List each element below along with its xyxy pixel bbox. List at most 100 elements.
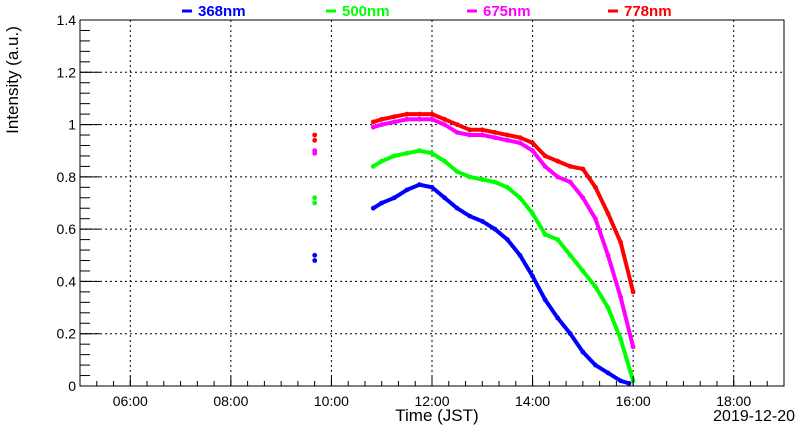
data-point [417, 148, 422, 154]
data-point [312, 137, 318, 143]
data-point [442, 122, 447, 127]
data-point [555, 174, 561, 180]
data-point [530, 273, 535, 279]
data-point [404, 111, 410, 117]
data-point [417, 111, 422, 117]
data-point [479, 177, 485, 182]
data-point [505, 137, 510, 143]
legend-item: 500nm [326, 3, 390, 20]
series-line [371, 112, 636, 294]
data-point [492, 226, 498, 232]
data-point [429, 116, 435, 122]
data-point [542, 153, 548, 159]
data-point [555, 158, 561, 164]
data-point [530, 211, 535, 216]
x-axis-title: Time (JST) [395, 406, 478, 425]
series-line [371, 117, 636, 349]
x-tick-label: 14:00 [515, 393, 550, 409]
data-point [417, 182, 422, 188]
date-label: 2019-12-20 [713, 408, 795, 425]
data-point [312, 195, 318, 201]
x-tick-label: 16:00 [616, 393, 651, 409]
series-500nm [312, 148, 636, 384]
data-point [618, 239, 623, 245]
data-point [417, 116, 422, 122]
data-point [379, 122, 385, 127]
data-point [618, 336, 623, 342]
data-point [580, 268, 586, 274]
data-point [630, 344, 636, 350]
axis-ticks: 06:00 08:00 10:00 12:00 14:00 16:00 18:00 0 0.2 0… [57, 12, 785, 409]
data-point [555, 237, 561, 243]
data-point [517, 140, 523, 146]
data-point [312, 258, 318, 263]
data-point [454, 205, 460, 211]
data-point [429, 184, 435, 190]
data-point [593, 284, 598, 290]
y-tick-label: 1 [68, 117, 76, 133]
data-point [580, 195, 586, 201]
data-point [580, 166, 586, 172]
data-point [467, 132, 473, 138]
data-point [517, 195, 523, 201]
data-point [517, 135, 523, 141]
data-point [312, 200, 318, 206]
data-point [379, 158, 385, 164]
legend-item: 368nm [182, 3, 246, 20]
data-point [593, 216, 598, 222]
data-point [630, 289, 636, 295]
data-point [429, 150, 435, 156]
data-point [530, 140, 535, 146]
data-point [379, 116, 385, 122]
data-point [442, 158, 447, 164]
y-axis-title: Intensity (a.u.) [3, 26, 22, 134]
data-point [605, 305, 611, 310]
series-line [371, 182, 631, 386]
data-point [454, 130, 460, 135]
data-point [467, 174, 473, 180]
data-point [567, 252, 573, 258]
legend-item: 675nm [467, 3, 531, 20]
data-point [370, 119, 376, 125]
data-point [605, 252, 611, 258]
data-point [505, 132, 510, 138]
data-point [391, 153, 397, 159]
x-tick-label: 10:00 [314, 393, 349, 409]
y-tick-label: 1.4 [57, 12, 77, 28]
legend-label: 778nm [624, 3, 672, 20]
data-point [567, 331, 573, 337]
data-point [492, 130, 498, 135]
y-tick-label: 0.8 [57, 169, 77, 185]
data-point [542, 232, 548, 237]
data-point [404, 150, 410, 156]
data-point [567, 179, 573, 185]
series-778nm [312, 111, 636, 295]
data-point [429, 111, 435, 117]
data-point [542, 297, 548, 303]
data-point [370, 164, 376, 169]
data-point [404, 187, 410, 193]
data-point [391, 195, 397, 201]
data-point [454, 122, 460, 127]
legend-label: 500nm [342, 3, 390, 20]
data-point [312, 252, 318, 258]
data-point [370, 205, 376, 211]
data-point [492, 135, 498, 141]
data-point [505, 184, 510, 190]
data-point [618, 294, 623, 300]
data-point [479, 218, 485, 224]
legend-item: 778nm [608, 3, 672, 20]
data-point [467, 213, 473, 219]
data-point [605, 211, 611, 216]
data-point [479, 132, 485, 138]
data-point [391, 119, 397, 125]
y-tick-label: 0.2 [57, 326, 77, 342]
x-tick-label: 18:00 [716, 393, 751, 409]
data-point [404, 116, 410, 122]
data-point [454, 169, 460, 175]
x-tick-label: 12:00 [414, 393, 449, 409]
y-tick-label: 0.4 [57, 273, 77, 289]
data-point [618, 378, 623, 384]
legend-label: 368nm [198, 3, 246, 20]
data-point [492, 179, 498, 185]
